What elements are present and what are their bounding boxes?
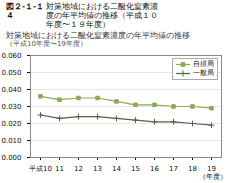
svg-text:0.000: 0.000	[1, 154, 21, 162]
svg-text:12: 12	[74, 165, 83, 173]
svg-text:16: 16	[150, 165, 159, 173]
html-text:対策地域における二酸化窒素濃: 対策地域における二酸化窒素濃	[46, 2, 158, 11]
html-text:自排局: 自排局	[193, 60, 214, 68]
html-text:度の年平均値の推移（平成１０: 度の年平均値の推移（平成１０	[46, 11, 158, 20]
svg-text:19: 19	[207, 165, 216, 174]
html-text:対策地域における二酸化窒素濃度の年平均値の推移: 対策地域における二酸化窒素濃度の年平均値の推移	[6, 31, 190, 40]
svg-text:0.010: 0.010	[1, 137, 21, 145]
svg-text:11: 11	[55, 165, 64, 173]
svg-text:平成10: 平成10	[29, 165, 52, 173]
svg-text:18: 18	[188, 165, 197, 173]
svg-text:0.020: 0.020	[1, 120, 21, 128]
svg-text:（年度）: （年度）	[199, 173, 227, 181]
html-text:図２-１-１４: 図２-１-１４	[6, 2, 45, 20]
svg-text:15: 15	[131, 165, 140, 173]
svg-text:14: 14	[112, 165, 121, 173]
svg-text:0.040: 0.040	[1, 86, 21, 94]
svg-text:13: 13	[93, 165, 102, 173]
svg-text:0.060: 0.060	[1, 52, 21, 60]
svg-text:0.050: 0.050	[1, 69, 21, 77]
html-text:年度〜１９年度）: 年度〜１９年度）	[46, 20, 110, 29]
html-text:（平成10年度〜19年度）: （平成10年度〜19年度）	[6, 40, 87, 48]
html-text:一般局: 一般局	[193, 69, 214, 77]
svg-text:17: 17	[169, 165, 178, 173]
svg-text:0.030: 0.030	[1, 103, 21, 111]
